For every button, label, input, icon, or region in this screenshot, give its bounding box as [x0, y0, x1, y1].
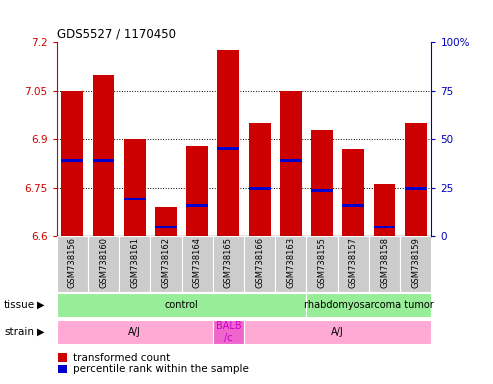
Text: GSM738166: GSM738166 — [255, 237, 264, 288]
Bar — [311, 129, 333, 236]
Bar — [213, 320, 244, 344]
Text: ▶: ▶ — [36, 327, 44, 337]
Text: GSM738164: GSM738164 — [193, 237, 202, 288]
Bar — [181, 236, 213, 292]
Bar — [213, 236, 244, 292]
Text: GSM738155: GSM738155 — [317, 237, 326, 288]
Bar — [400, 236, 431, 292]
Bar — [280, 159, 302, 162]
Bar — [57, 236, 88, 292]
Bar — [186, 146, 208, 236]
Bar — [93, 74, 114, 236]
Bar — [150, 236, 181, 292]
Bar — [57, 320, 213, 344]
Bar — [155, 207, 177, 236]
Bar — [307, 293, 431, 317]
Bar — [119, 236, 150, 292]
Text: transformed count: transformed count — [73, 353, 170, 362]
Text: percentile rank within the sample: percentile rank within the sample — [73, 364, 249, 374]
Bar — [249, 187, 271, 190]
Text: GSM738161: GSM738161 — [130, 237, 139, 288]
Bar — [58, 353, 67, 362]
Bar — [217, 50, 240, 236]
Bar — [249, 123, 271, 236]
Bar — [244, 320, 431, 344]
Bar — [369, 236, 400, 292]
Bar — [405, 187, 427, 190]
Bar — [307, 236, 338, 292]
Text: GSM738158: GSM738158 — [380, 237, 389, 288]
Text: GSM738165: GSM738165 — [224, 237, 233, 288]
Text: rhabdomyosarcoma tumor: rhabdomyosarcoma tumor — [304, 300, 434, 310]
Bar — [88, 236, 119, 292]
Bar — [244, 236, 275, 292]
Text: GSM738160: GSM738160 — [99, 237, 108, 288]
Bar — [124, 139, 146, 236]
Text: control: control — [165, 300, 199, 310]
Bar — [342, 204, 364, 207]
Bar — [57, 293, 307, 317]
Text: GSM738156: GSM738156 — [68, 237, 77, 288]
Bar — [405, 123, 427, 236]
Bar — [93, 159, 114, 162]
Bar — [61, 91, 83, 236]
Text: strain: strain — [4, 327, 34, 337]
Bar — [275, 236, 307, 292]
Bar — [374, 184, 395, 236]
Bar — [217, 147, 240, 149]
Text: BALB
/c: BALB /c — [215, 321, 241, 343]
Bar — [186, 204, 208, 207]
Bar — [280, 91, 302, 236]
Bar — [338, 236, 369, 292]
Text: ▶: ▶ — [36, 300, 44, 310]
Text: GSM738163: GSM738163 — [286, 237, 295, 288]
Bar — [58, 365, 67, 373]
Text: A/J: A/J — [331, 327, 344, 337]
Text: GSM738159: GSM738159 — [411, 237, 420, 288]
Text: GSM738157: GSM738157 — [349, 237, 358, 288]
Bar — [155, 226, 177, 228]
Text: A/J: A/J — [128, 327, 141, 337]
Text: GSM738162: GSM738162 — [162, 237, 171, 288]
Bar — [124, 198, 146, 200]
Bar — [311, 189, 333, 192]
Bar — [374, 226, 395, 228]
Text: GDS5527 / 1170450: GDS5527 / 1170450 — [57, 27, 176, 40]
Text: tissue: tissue — [4, 300, 35, 310]
Bar — [342, 149, 364, 236]
Bar — [61, 159, 83, 162]
